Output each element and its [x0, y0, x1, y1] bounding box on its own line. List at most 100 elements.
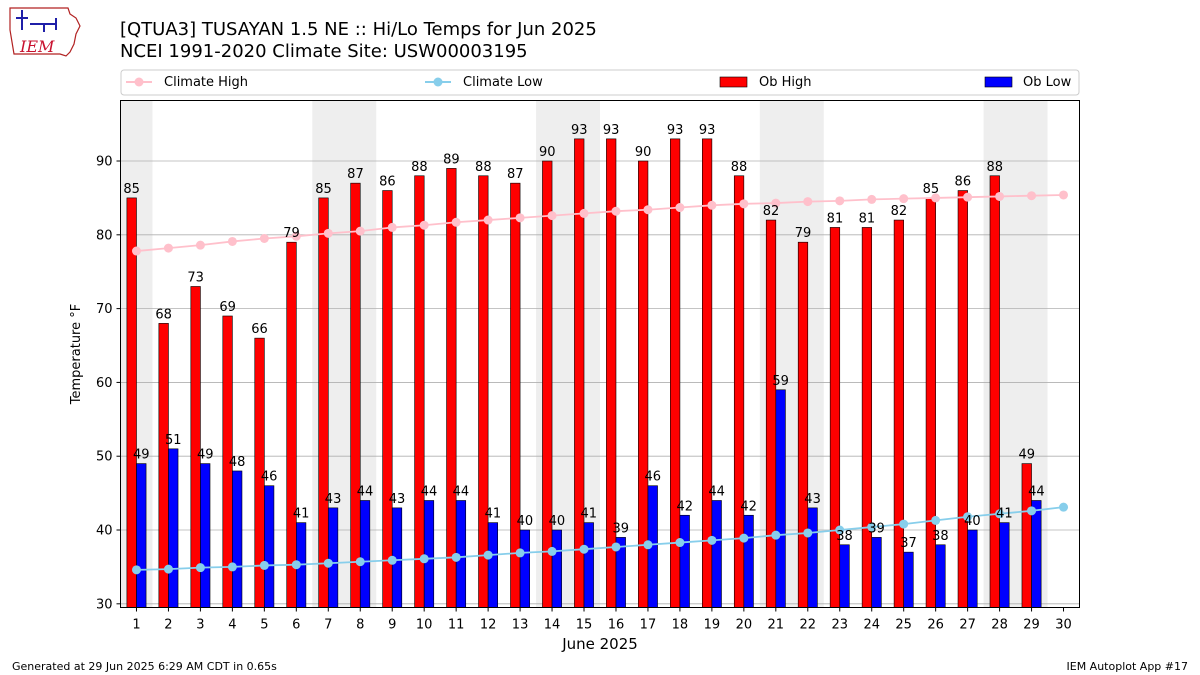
- ob-low-label: 42: [740, 499, 757, 514]
- climate-low-marker: [771, 530, 781, 540]
- ob-low-label: 43: [389, 492, 406, 507]
- climate-low-marker: [131, 565, 141, 575]
- y-tick-label: 80: [96, 228, 113, 243]
- ob-low-label: 43: [325, 492, 342, 507]
- ob-low-label: 40: [549, 514, 566, 529]
- legend-climate-low-marker: [433, 77, 443, 87]
- ob-high-bar: [414, 175, 425, 608]
- ob-high-label: 68: [155, 307, 172, 322]
- climate-low-marker: [963, 512, 973, 522]
- climate-low-marker: [995, 509, 1005, 519]
- climate-high-marker: [419, 220, 429, 230]
- climate-high-marker: [931, 193, 941, 203]
- climate-high-marker: [355, 226, 365, 236]
- ob-high-bar: [925, 197, 936, 608]
- climate-high-marker: [963, 192, 973, 202]
- y-tick-label: 50: [96, 450, 113, 465]
- x-tick-label: 27: [959, 618, 976, 633]
- ob-high-label: 82: [891, 204, 908, 219]
- x-tick-label: 6: [292, 618, 300, 633]
- climate-low-marker: [579, 544, 589, 554]
- climate-low-marker: [483, 550, 493, 560]
- climate-high-marker: [1027, 191, 1037, 201]
- x-tick-label: 20: [736, 618, 753, 633]
- weather-station-icon: [16, 10, 57, 32]
- gridlines: [120, 160, 1080, 605]
- climate-high-line: [136, 194, 1064, 252]
- climate-low-marker: [643, 540, 653, 550]
- climate-high-marker: [323, 228, 333, 238]
- climate-low-marker: [931, 515, 941, 525]
- ob-low-bar: [200, 463, 211, 608]
- ob-high-bar: [510, 182, 521, 608]
- ob-high-label: 93: [699, 123, 716, 138]
- legend-box: [120, 69, 1080, 96]
- climate-low-marker: [707, 535, 717, 545]
- iowa-outline-icon: [9, 7, 81, 57]
- ob-high-label: 86: [955, 175, 972, 190]
- climate-high-marker: [771, 198, 781, 208]
- ob-high-label: 89: [443, 152, 460, 167]
- ob-high-bar: [797, 241, 809, 608]
- climate-high-marker: [899, 194, 909, 204]
- climate-high-marker: [707, 200, 717, 210]
- chart-title: [QTUA3] TUSAYAN 1.5 NE :: Hi/Lo Temps fo…: [120, 19, 597, 40]
- ob-low-label: 44: [708, 484, 725, 499]
- ob-low-label: 44: [453, 484, 470, 499]
- ob-low-bar: [1031, 500, 1042, 608]
- ob-high-label: 85: [923, 182, 940, 197]
- ob-low-bar: [679, 514, 690, 608]
- ob-low-bar: [775, 389, 786, 608]
- x-tick-label: 5: [260, 618, 268, 633]
- ob-high-bar: [542, 160, 553, 608]
- climate-lines: [131, 190, 1069, 575]
- ob-low-bar: [359, 500, 371, 608]
- x-tick-label: 15: [576, 618, 593, 633]
- ob-low-label: 38: [932, 529, 949, 544]
- ob-low-bar: [327, 507, 339, 608]
- x-tick-label: 21: [768, 618, 785, 633]
- climate-high-marker: [867, 194, 877, 204]
- ob-low-label: 44: [1028, 484, 1045, 499]
- climate-low-marker: [387, 555, 397, 565]
- legend-ob-low-label: Ob Low: [1023, 75, 1072, 90]
- ob-high-bar: [765, 219, 777, 608]
- x-tick-label: 12: [480, 618, 497, 633]
- legend-climate-high-marker: [134, 77, 144, 87]
- ob-low-label: 40: [964, 514, 981, 529]
- climate-low-line: [136, 506, 1064, 571]
- y-tick-label: 70: [96, 302, 113, 317]
- ob-low-label: 44: [421, 484, 438, 499]
- x-tick-label: 23: [831, 618, 848, 633]
- climate-high-marker: [195, 240, 205, 250]
- ob-low-label: 38: [836, 529, 853, 544]
- ob-high-label: 81: [859, 211, 876, 226]
- y-tick-label: 40: [96, 524, 113, 539]
- ob-high-label: 82: [763, 204, 780, 219]
- climate-high-marker: [1059, 190, 1069, 200]
- legend-ob-high-label: Ob High: [759, 75, 812, 90]
- ob-high-bar: [126, 197, 137, 608]
- ob-low-label: 42: [676, 499, 693, 514]
- ob-high-label: 85: [315, 182, 332, 197]
- climate-high-marker: [547, 211, 557, 221]
- y-axis-label: Temperature °F: [69, 304, 84, 405]
- legend-climate-low-label: Climate Low: [463, 75, 543, 90]
- ob-low-label: 37: [900, 536, 917, 551]
- ob-low-label: 41: [485, 507, 502, 522]
- climate-low-marker: [195, 563, 205, 573]
- ob-high-bar: [446, 168, 457, 608]
- ob-low-label: 51: [165, 433, 182, 448]
- x-tick-label: 3: [196, 618, 204, 633]
- x-tick-label: 28: [991, 618, 1008, 633]
- ob-low-bar: [999, 522, 1010, 608]
- ob-low-bar: [967, 529, 978, 608]
- x-tick-label: 13: [512, 618, 529, 633]
- ob-low-label: 44: [357, 484, 374, 499]
- climate-low-marker: [227, 562, 237, 572]
- climate-low-marker: [899, 519, 909, 529]
- x-tick-label: 17: [640, 618, 657, 633]
- ob-low-label: 41: [293, 507, 310, 522]
- x-tick-label: 25: [895, 618, 912, 633]
